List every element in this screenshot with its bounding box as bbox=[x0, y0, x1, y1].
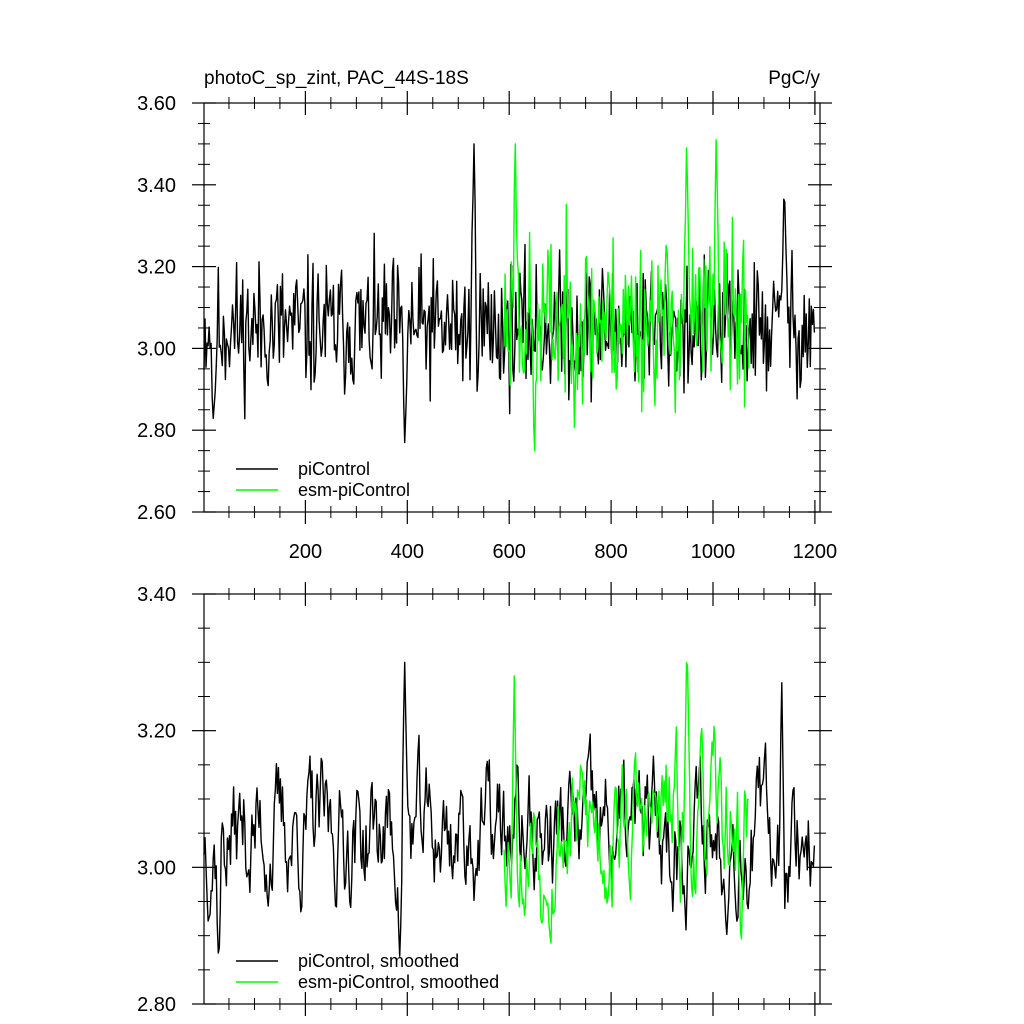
series-line-picontrol-smoothed bbox=[203, 661, 816, 957]
x-tick-label: 800 bbox=[594, 541, 627, 563]
bottom-axis-ticks: 2.80 3.00 3.20 3.40 bbox=[137, 582, 832, 1016]
y-tick-label: 3.20 bbox=[137, 721, 176, 743]
x-tick-label: 400 bbox=[391, 541, 424, 563]
y-tick-label: 3.40 bbox=[137, 175, 176, 197]
bottom-series-group bbox=[203, 661, 816, 957]
legend-label-esm-picontrol-smoothed: esm-piControl, smoothed bbox=[298, 972, 499, 992]
y-tick-label: 3.60 bbox=[137, 93, 176, 115]
series-line-esm-picontrol-smoothed bbox=[503, 661, 750, 944]
y-tick-label: 3.00 bbox=[137, 338, 176, 360]
legend-label-esm-picontrol: esm-piControl bbox=[298, 480, 410, 500]
top-legend: piControl esm-piControl bbox=[236, 459, 410, 500]
top-series-group bbox=[203, 139, 816, 452]
legend-label-picontrol: piControl bbox=[298, 459, 370, 479]
y-tick-label: 2.80 bbox=[137, 420, 176, 442]
y-tick-label: 3.20 bbox=[137, 257, 176, 279]
y-tick-label: 3.00 bbox=[137, 857, 176, 879]
x-tick-label: 600 bbox=[493, 541, 526, 563]
legend-label-picontrol-smoothed: piControl, smoothed bbox=[298, 951, 459, 971]
y-tick-label: 2.80 bbox=[137, 994, 176, 1016]
series-line-esm-picontrol bbox=[503, 139, 750, 452]
chart-title: photoC_sp_zint, PAC_44S-18S bbox=[204, 68, 469, 89]
top-axis-ticks: 2.60 2.80 3.00 3.20 3.40 3.60 200 400 600 800 1000… bbox=[137, 91, 837, 563]
x-tick-label: 1200 bbox=[793, 541, 838, 563]
bottom-legend: piControl, smoothed esm-piControl, smoot… bbox=[236, 951, 499, 992]
y-tick-label: 3.40 bbox=[137, 584, 176, 606]
bottom-panel: 2.80 3.00 3.20 3.40 piControl, smoothed esm… bbox=[137, 582, 832, 1016]
y-tick-label: 2.60 bbox=[137, 502, 176, 524]
top-panel: photoC_sp_zint, PAC_44S-18S PgC/y 2.602.… bbox=[137, 68, 837, 563]
units-label: PgC/y bbox=[768, 68, 820, 89]
x-tick-label: 200 bbox=[289, 541, 322, 563]
series-line-picontrol bbox=[203, 143, 816, 444]
x-tick-label: 1000 bbox=[691, 541, 736, 563]
